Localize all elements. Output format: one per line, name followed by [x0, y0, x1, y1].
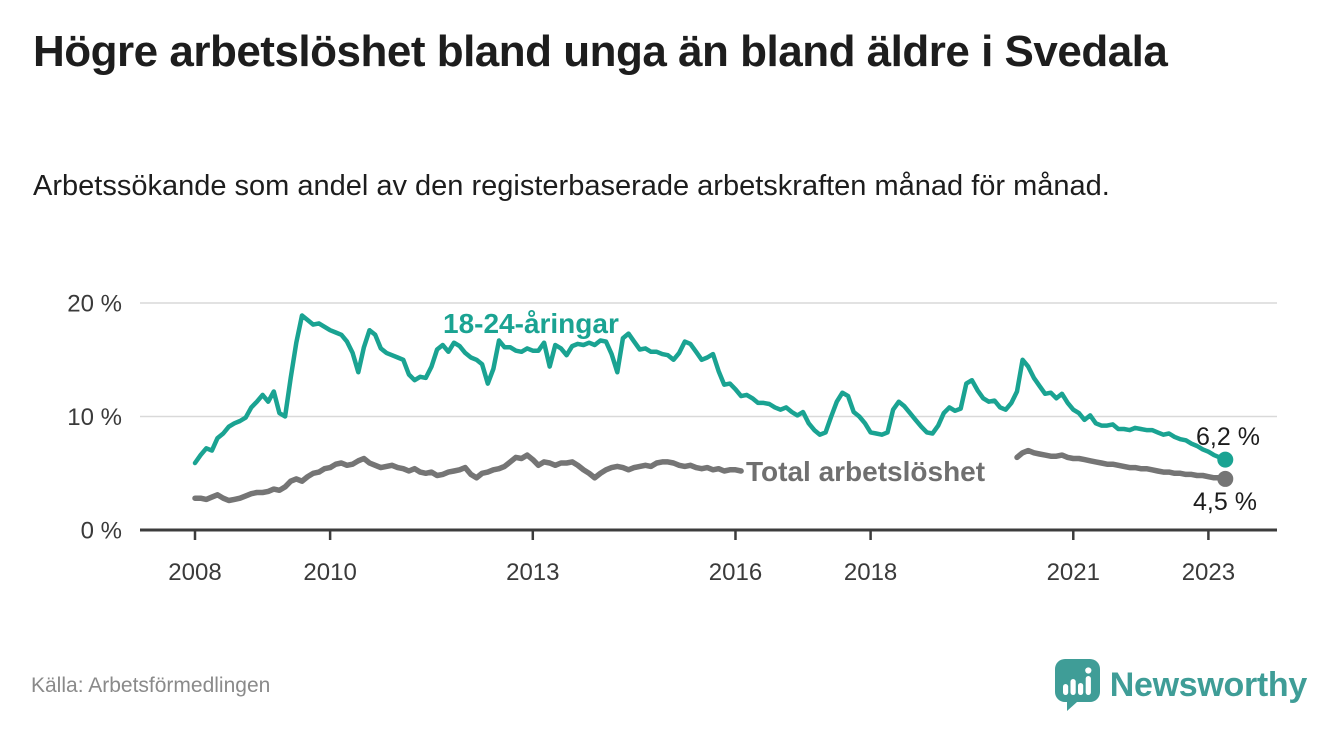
y-tick-label: 10 %: [67, 404, 122, 431]
end-value-label-total: 4,5 %: [1193, 488, 1257, 516]
newsworthy-logo-icon: [1054, 659, 1100, 711]
bar-tall: [1070, 679, 1076, 695]
newsworthy-logo-text: Newsworthy: [1109, 665, 1308, 704]
x-tick-label: 2013: [506, 559, 559, 586]
x-tick-label: 2018: [844, 559, 897, 586]
source-credit: Källa: Arbetsförmedlingen: [31, 674, 271, 697]
exclamation-bar: [1085, 676, 1091, 695]
newsworthy-logo: Newsworthy: [1054, 657, 1307, 713]
exclamation-dot: [1084, 667, 1092, 674]
x-tick-label: 2016: [709, 559, 762, 586]
series-line: [1014, 447, 1229, 482]
speech-bubble-shape: [1054, 659, 1100, 711]
gridlines: 20 % 10 % 0 %: [67, 291, 1277, 545]
data-series: [192, 313, 1234, 504]
x-axis: 2008 2010 2013 2016 2018 2021 2023: [140, 528, 1277, 586]
x-tick-label: 2023: [1182, 559, 1235, 586]
x-tick-label: 2008: [168, 559, 221, 586]
series-line: [192, 313, 1228, 466]
bar-small: [1062, 684, 1068, 695]
y-tick-label: 0 %: [81, 518, 122, 545]
series-label-young: 18-24-åringar: [443, 308, 619, 339]
bar-medium: [1077, 683, 1083, 695]
end-value-label-young: 6,2 %: [1196, 423, 1260, 451]
series-label-total: Total arbetslöshet: [746, 456, 985, 487]
y-tick-label: 20 %: [67, 291, 122, 318]
chart-subtitle: Arbetssökande som andel av den registerb…: [33, 170, 1110, 202]
series-end-dot: [1217, 451, 1234, 468]
x-tick-label: 2010: [303, 559, 356, 586]
line-chart: 20 % 10 % 0 % 2008 2010 2013 2016 2018 2021 2023…: [67, 291, 1277, 586]
series-end-dot: [1217, 470, 1234, 487]
page-title: Högre arbetslöshet bland unga än bland ä…: [33, 27, 1168, 76]
series-line: [192, 452, 744, 504]
x-tick-label: 2021: [1047, 559, 1100, 586]
